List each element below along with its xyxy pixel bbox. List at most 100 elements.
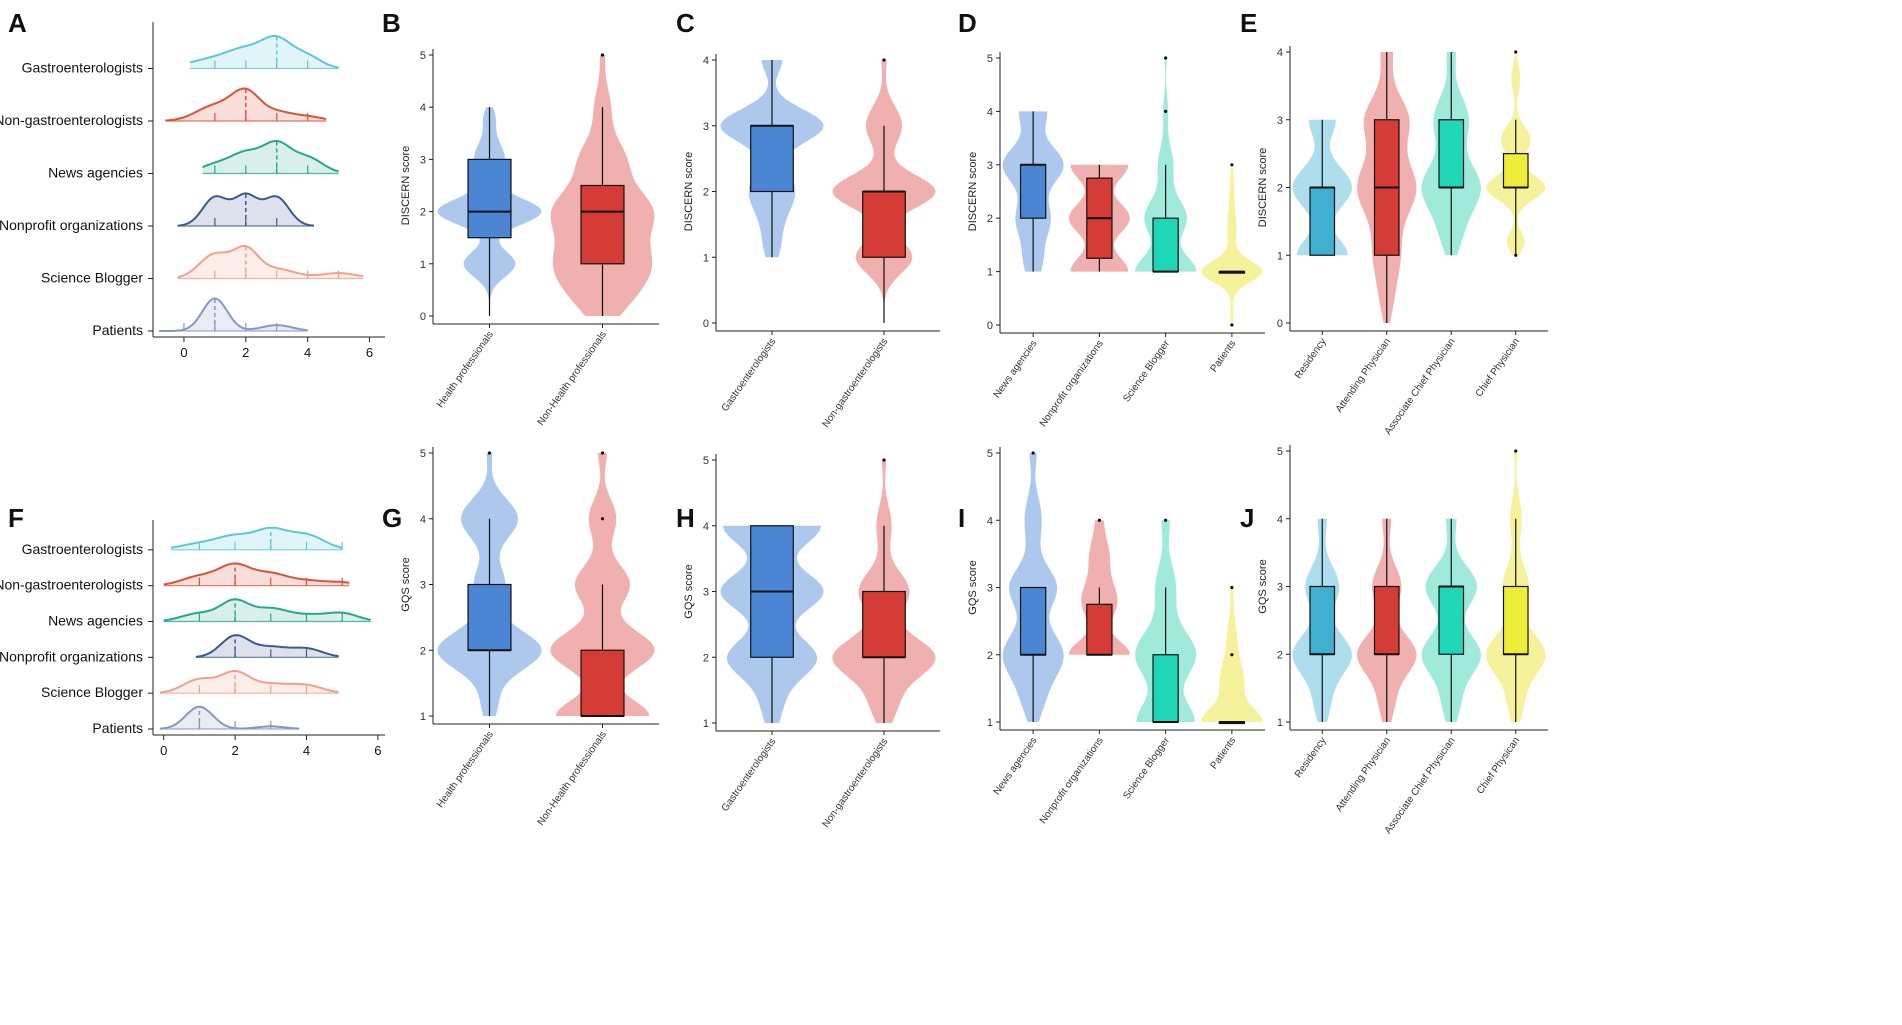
- panel-a: A 0 2 4 6 Gastroenterologists Non-gastroentero…: [0, 8, 385, 360]
- y-tick-label: 2: [703, 652, 709, 664]
- outlier-point: [1514, 449, 1518, 453]
- box-iqr: [1438, 585, 1465, 655]
- box-iqr: [467, 583, 512, 651]
- ridge-label: Nonprofit organizations: [0, 648, 143, 664]
- outlier-point: [1230, 585, 1234, 590]
- outlier-point: [1514, 50, 1518, 54]
- x-category-label: News agencies: [992, 338, 1040, 400]
- ridge-label: Science Blogger: [41, 684, 143, 700]
- box-iqr: [1502, 153, 1529, 189]
- ridge-label: Patients: [92, 720, 143, 736]
- panel-letter-c: C: [676, 8, 695, 38]
- outlier-point: [1230, 653, 1234, 657]
- y-tick-label: 3: [987, 160, 993, 172]
- violin-shape: [1201, 164, 1263, 325]
- outlier-point: [1164, 109, 1168, 113]
- y-axis-title: DISCERN score: [967, 152, 979, 231]
- box-iqr: [467, 158, 512, 239]
- x-category-label: Non-gastroenterologists: [821, 336, 891, 429]
- x-category-label: Chief Physican: [1475, 735, 1522, 796]
- panel-e: E 0 1 2 3 4 DISCERN score Residency Attending Ph…: [1240, 8, 1548, 437]
- ridge-label: News agencies: [48, 165, 143, 181]
- ridge-label: Patients: [92, 322, 143, 338]
- panel-g: G 1 2 3 4 5 GQS score Health professionals Non-H…: [382, 447, 659, 828]
- ridge-area: [159, 298, 308, 331]
- y-axis-title: GQS score: [683, 564, 695, 618]
- ridge-line: [163, 562, 350, 586]
- box-iqr: [1086, 603, 1113, 656]
- x-category-label: Nonprofit organizations: [1038, 735, 1106, 826]
- panel-d: D 0 1 2 3 4 5 DISCERN score News agenciesNonprof…: [958, 8, 1265, 429]
- panel-letter-g: G: [382, 503, 402, 533]
- outlier-point: [1164, 56, 1168, 60]
- outlier-point: [600, 517, 605, 521]
- box-iqr: [1152, 217, 1179, 273]
- ridge-line: [159, 670, 339, 694]
- outlier-point: [1031, 451, 1035, 455]
- y-axis-title: DISCERN score: [400, 146, 412, 225]
- y-tick-label: 3: [1277, 115, 1283, 127]
- ridge-label: Science Blogger: [41, 270, 143, 286]
- y-tick-label: 0: [987, 320, 993, 332]
- ridge-area: [163, 599, 371, 622]
- y-tick-label: 5: [420, 448, 426, 460]
- box-iqr: [580, 649, 625, 717]
- panel-letter-f: F: [8, 503, 24, 533]
- x-tick-label: 2: [242, 345, 249, 360]
- y-axis-title: DISCERN score: [683, 152, 695, 231]
- outlier-point: [600, 451, 605, 455]
- panel-f: F 0 2 4 6 Gastroenterologists Non-gastroentero…: [0, 503, 385, 758]
- x-category-label: Associate Chief Physician: [1383, 336, 1458, 437]
- x-category-label: Attending Physician: [1334, 735, 1393, 813]
- panel-c: C 0 1 2 3 4 DISCERN score Gastroenterologists No…: [676, 8, 940, 430]
- ridge-label: Non-gastroenterologists: [0, 577, 143, 593]
- ridge-line: [177, 192, 315, 227]
- ridge-area: [163, 563, 350, 586]
- y-tick-label: 4: [703, 55, 709, 67]
- x-category-label: Patients: [1209, 338, 1239, 374]
- panel-letter-d: D: [958, 8, 977, 38]
- y-tick-label: 1: [1277, 717, 1283, 729]
- box-iqr: [1019, 164, 1047, 219]
- y-tick-label: 5: [987, 53, 993, 65]
- panel-letter-a: A: [8, 8, 27, 38]
- y-tick-label: 0: [1277, 318, 1283, 330]
- x-tick-label: 2: [231, 743, 238, 758]
- x-tick-label: 4: [304, 345, 311, 360]
- outlier-point: [882, 458, 886, 462]
- box-iqr: [1309, 186, 1336, 256]
- y-tick-label: 1: [987, 717, 993, 729]
- panel-letter-b: B: [382, 8, 401, 38]
- ridge-line: [189, 35, 339, 69]
- y-tick-label: 4: [987, 515, 993, 527]
- y-axis-title: GQS score: [400, 557, 412, 611]
- x-category-label: Gastroenterologists: [720, 736, 779, 813]
- panel-j: J 1 2 3 4 5 GQS score Residency Attending Physic…: [1240, 445, 1548, 836]
- x-category-label: Non-Health professionals: [536, 729, 609, 827]
- y-tick-label: 3: [703, 587, 709, 599]
- y-tick-label: 1: [987, 267, 993, 279]
- ridge-label: News agencies: [48, 613, 143, 629]
- ridge-area: [177, 245, 364, 279]
- ridge-label: Gastroenterologists: [22, 541, 143, 557]
- x-tick-label: 6: [374, 743, 381, 758]
- y-tick-label: 4: [1277, 47, 1283, 59]
- y-tick-label: 4: [420, 514, 426, 526]
- x-category-label: Non-Health professionals: [536, 329, 609, 427]
- ridge-line: [159, 705, 300, 730]
- x-category-label: Health professionals: [435, 329, 496, 410]
- y-tick-label: 5: [420, 50, 426, 62]
- x-category-label: Residency: [1293, 735, 1329, 780]
- y-tick-label: 3: [1277, 582, 1283, 594]
- box-iqr: [1152, 654, 1179, 723]
- outlier-point: [600, 53, 605, 57]
- y-tick-label: 3: [987, 583, 993, 595]
- y-tick-label: 1: [420, 711, 426, 723]
- ridge-area: [160, 706, 300, 729]
- y-tick-label: 3: [420, 154, 426, 166]
- y-tick-label: 5: [703, 455, 709, 467]
- y-tick-label: 5: [987, 448, 993, 460]
- x-category-label: Science Blogger: [1121, 735, 1172, 802]
- x-category-label: Residency: [1293, 336, 1329, 381]
